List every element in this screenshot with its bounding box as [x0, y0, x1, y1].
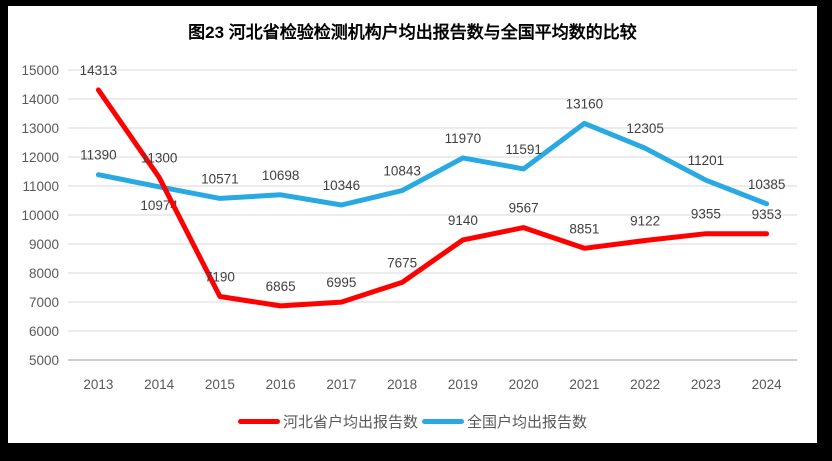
y-axis-tick-label: 8000 — [29, 266, 59, 281]
series-line-hebei_series — [95, 87, 770, 309]
data-label: 7675 — [387, 255, 417, 270]
legend-label-national: 全国户均出报告数 — [467, 413, 588, 431]
data-label: 11390 — [80, 148, 117, 163]
x-axis-tick-label: 2019 — [448, 377, 478, 392]
data-label: 7190 — [205, 269, 235, 284]
data-label: 11300 — [141, 150, 178, 165]
data-label: 14313 — [80, 63, 118, 78]
x-axis-tick-label: 2018 — [387, 377, 417, 392]
data-label: 9355 — [691, 207, 721, 222]
legend: 河北省户均出报告数 全国户均出报告数 — [8, 410, 817, 432]
data-label: 9140 — [448, 213, 478, 228]
data-label: 10571 — [201, 171, 239, 186]
hebei-line-swatch — [237, 418, 280, 424]
data-label: 9122 — [630, 213, 660, 228]
legend-item-national: 全国户均出报告数 — [422, 411, 587, 432]
data-label: 12305 — [626, 121, 664, 136]
data-label: 11591 — [505, 142, 542, 157]
national-line-swatch — [422, 418, 464, 424]
x-axis-tick-label: 2013 — [83, 377, 113, 392]
y-axis-tick-label: 15000 — [21, 63, 59, 78]
y-axis-tick-label: 10000 — [21, 208, 59, 223]
y-axis-tick-label: 9000 — [29, 237, 59, 252]
legend-label-hebei: 河北省户均出报告数 — [282, 413, 418, 431]
data-label: 10698 — [262, 168, 300, 183]
data-label: 9567 — [509, 201, 539, 216]
x-axis-tick-label: 2022 — [630, 377, 660, 392]
x-axis-tick-label: 2015 — [205, 377, 235, 392]
y-axis-tick-label: 12000 — [21, 150, 59, 165]
line-chart-plot: 5000 6000 7000 8000 9000 10000 11000 12000 13000… — [21, 63, 797, 392]
data-label: 10843 — [383, 164, 421, 179]
x-axis-tick-label: 2016 — [266, 377, 296, 392]
y-axis-tick-label: 14000 — [21, 92, 59, 107]
chart-area: 图23 河北省检验检测机构户均出报告数与全国平均数的比较 5000 6000 700… — [8, 6, 817, 443]
y-axis-tick-label: 7000 — [29, 295, 59, 310]
data-label: 10346 — [323, 178, 361, 193]
x-axis-tick-label: 2023 — [691, 377, 721, 392]
x-axis-tick-label: 2021 — [569, 377, 599, 392]
y-axis-tick-label: 5000 — [29, 353, 59, 368]
data-label: 11970 — [445, 131, 482, 146]
y-axis-tick-label: 6000 — [29, 324, 59, 339]
x-axis-tick-label: 2024 — [752, 377, 783, 392]
data-label: 11201 — [688, 153, 725, 168]
data-label: 9353 — [752, 207, 782, 222]
data-label: 8851 — [569, 221, 599, 236]
y-axis-tick-label: 11000 — [22, 179, 59, 194]
data-label: 6995 — [326, 275, 356, 290]
chart-title: 图23 河北省检验检测机构户均出报告数与全国平均数的比较 — [188, 23, 637, 42]
data-label: 10385 — [748, 177, 786, 192]
legend-item-hebei: 河北省户均出报告数 — [237, 411, 418, 432]
series-line-national_series — [95, 120, 770, 208]
y-axis-tick-label: 13000 — [21, 121, 59, 136]
x-axis-tick-label: 2014 — [144, 377, 175, 392]
x-axis-tick-label: 2017 — [326, 377, 356, 392]
data-label: 6865 — [266, 279, 296, 294]
data-label: 13160 — [566, 96, 604, 111]
x-axis-tick-label: 2020 — [509, 377, 539, 392]
